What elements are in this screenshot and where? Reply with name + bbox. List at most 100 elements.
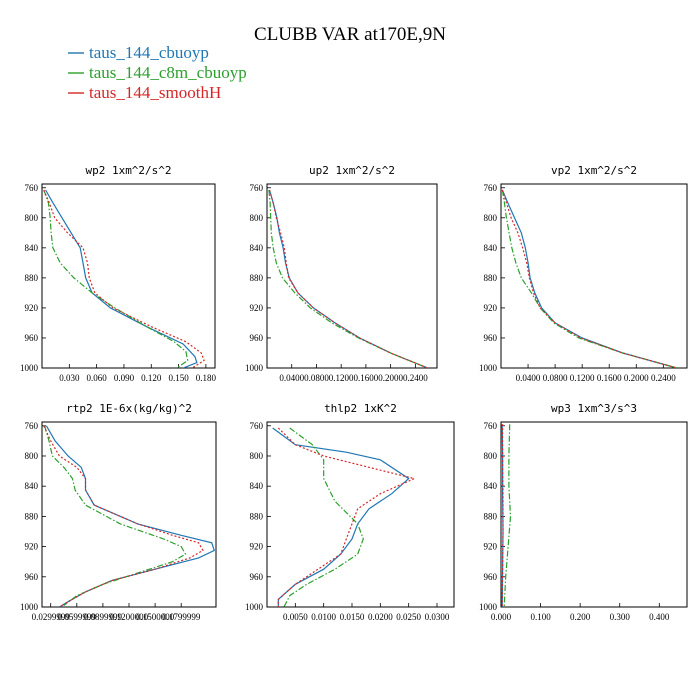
y-tick-label: 920	[250, 303, 264, 313]
plot-frame	[500, 421, 688, 608]
x-tick-label: 0.0250	[396, 612, 421, 622]
series-line	[43, 189, 189, 368]
panel: wp3 1xm^3/s^3 760 800 840 880 920 960 10000.000…	[479, 402, 688, 622]
y-tick-label: 800	[250, 213, 264, 223]
legend-entry: taus_144_cbuoyp	[89, 43, 209, 62]
y-tick-label: 840	[250, 243, 264, 253]
y-tick-label: 960	[25, 333, 39, 343]
series-line	[272, 427, 410, 607]
y-tick-label: 960	[250, 333, 264, 343]
panel-title: wp3 1xm^3/s^3	[551, 402, 637, 415]
x-tick-label: 0.0050	[283, 612, 308, 622]
x-tick-label: 0.0300	[425, 612, 450, 622]
x-tick-label: 0.300	[610, 612, 631, 622]
panel-title: thlp2 1xK^2	[324, 402, 397, 415]
legend-entry: taus_144_smoothH	[89, 83, 221, 102]
y-tick-label: 880	[25, 273, 39, 283]
panel-title: up2 1xm^2/s^2	[309, 164, 395, 177]
panel-title: rtp2 1E-6x(kg/kg)^2	[66, 402, 192, 415]
y-tick-label: 800	[25, 213, 39, 223]
y-tick-label: 920	[484, 542, 498, 552]
series-line	[277, 427, 417, 607]
panel: vp2 1xm^2/s^2 760 800 840 880 920 960 1000 0.040…	[479, 164, 688, 383]
y-tick-label: 920	[25, 542, 39, 552]
plot-frame	[266, 421, 455, 608]
y-tick-label: 760	[484, 421, 498, 431]
x-tick-label: 0.1200	[570, 373, 595, 383]
y-tick-label: 1000	[245, 602, 264, 612]
y-tick-label: 920	[484, 303, 498, 313]
y-tick-label: 960	[484, 333, 498, 343]
x-tick-label: 0.0599999	[58, 612, 97, 622]
y-tick-label: 800	[25, 451, 39, 461]
y-tick-label: 960	[484, 572, 498, 582]
series-line	[501, 424, 504, 607]
panels: wp2 1xm^2/s^2 760 800 840 880 920 960 1000 0.030…	[20, 164, 688, 622]
x-tick-label: 0.0299999	[32, 612, 71, 622]
x-tick-label: 0.180	[196, 373, 217, 383]
x-tick-label: 0.0150	[340, 612, 365, 622]
x-tick-label: 0.0800	[543, 373, 568, 383]
y-tick-label: 760	[484, 183, 498, 193]
x-tick-label: 0.1600	[597, 373, 622, 383]
x-tick-label: 0.1600	[354, 373, 379, 383]
y-tick-label: 800	[484, 451, 498, 461]
series-line	[268, 189, 428, 368]
y-tick-label: 760	[25, 421, 39, 431]
panel: rtp2 1E-6x(kg/kg)^2 760 800 840 880 920 960 100…	[20, 402, 217, 622]
y-tick-label: 840	[484, 243, 498, 253]
y-tick-label: 880	[250, 273, 264, 283]
x-tick-label: 0.0800	[304, 373, 329, 383]
series-line	[45, 189, 198, 368]
series-line	[283, 427, 364, 607]
series-line	[45, 425, 216, 607]
series-line	[501, 189, 678, 368]
x-tick-label: 0.2400	[403, 373, 428, 383]
x-tick-label: 0.1200000	[110, 612, 149, 622]
x-tick-label: 0.030	[59, 373, 80, 383]
x-tick-label: 0.000	[491, 612, 512, 622]
x-tick-label: 0.400	[649, 612, 670, 622]
x-tick-label: 0.0899999	[84, 612, 123, 622]
y-tick-label: 1000	[245, 363, 264, 373]
y-tick-label: 800	[484, 213, 498, 223]
series-line	[501, 424, 504, 607]
y-tick-label: 840	[25, 481, 39, 491]
y-tick-label: 760	[250, 421, 264, 431]
x-tick-label: 0.1799999	[162, 612, 201, 622]
x-tick-label: 0.0400	[279, 373, 304, 383]
y-tick-label: 1000	[479, 363, 498, 373]
y-tick-label: 840	[25, 243, 39, 253]
legend-entry: taus_144_c8m_cbuoyp	[89, 63, 247, 82]
series-line	[268, 189, 428, 368]
y-tick-label: 880	[484, 511, 498, 521]
series-line	[43, 425, 204, 607]
y-tick-label: 880	[484, 273, 498, 283]
x-tick-label: 0.100	[530, 612, 551, 622]
panel-title: vp2 1xm^2/s^2	[551, 164, 637, 177]
y-tick-label: 920	[250, 542, 264, 552]
series-line	[268, 189, 428, 368]
x-tick-label: 0.060	[87, 373, 108, 383]
y-tick-label: 1000	[479, 602, 498, 612]
y-tick-label: 840	[484, 481, 498, 491]
y-tick-label: 1000	[20, 363, 39, 373]
y-tick-label: 880	[250, 511, 264, 521]
figure-title: CLUBB VAR at170E,9N	[254, 24, 446, 45]
y-tick-label: 920	[25, 303, 39, 313]
plot-frame	[41, 421, 217, 608]
x-tick-label: 0.0100	[311, 612, 336, 622]
x-tick-label: 0.0400	[516, 373, 541, 383]
series-line	[501, 189, 678, 368]
y-tick-label: 840	[250, 481, 264, 491]
series-line	[503, 424, 512, 607]
y-tick-label: 960	[25, 572, 39, 582]
legend: taus_144_cbuoyptaus_144_c8m_cbuoyptaus_1…	[68, 43, 247, 102]
plot-frame	[41, 183, 216, 369]
y-tick-label: 760	[25, 183, 39, 193]
x-tick-label: 0.200	[570, 612, 591, 622]
y-tick-label: 800	[250, 451, 264, 461]
x-tick-label: 0.2400	[651, 373, 676, 383]
